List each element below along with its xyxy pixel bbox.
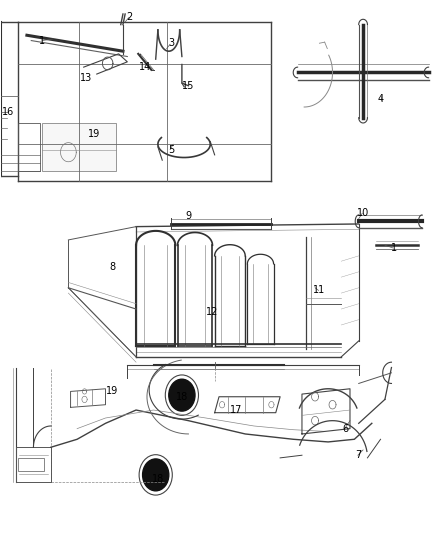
Text: 18: 18 [176,392,188,402]
Text: 4: 4 [378,94,384,104]
Text: 5: 5 [168,144,174,155]
Text: 7: 7 [356,450,362,460]
Circle shape [143,459,169,491]
Text: 19: 19 [88,128,101,139]
Text: 11: 11 [313,286,325,295]
Text: 3: 3 [168,38,174,48]
Text: 17: 17 [230,405,243,415]
Text: 9: 9 [185,211,191,221]
Text: 13: 13 [80,73,92,83]
Text: 1: 1 [391,243,397,253]
Text: 10: 10 [357,208,369,219]
Circle shape [169,379,195,411]
Bar [18,458,44,471]
Text: 19: 19 [106,386,118,397]
Text: 18: 18 [152,474,164,484]
Text: 2: 2 [127,12,133,22]
Text: 15: 15 [182,81,194,91]
Text: 16: 16 [3,107,15,117]
Bar [42,123,117,171]
Text: 12: 12 [206,306,219,317]
Text: 1: 1 [39,36,45,45]
Text: 6: 6 [343,424,349,434]
Text: 14: 14 [139,62,151,72]
Text: 8: 8 [109,262,115,271]
